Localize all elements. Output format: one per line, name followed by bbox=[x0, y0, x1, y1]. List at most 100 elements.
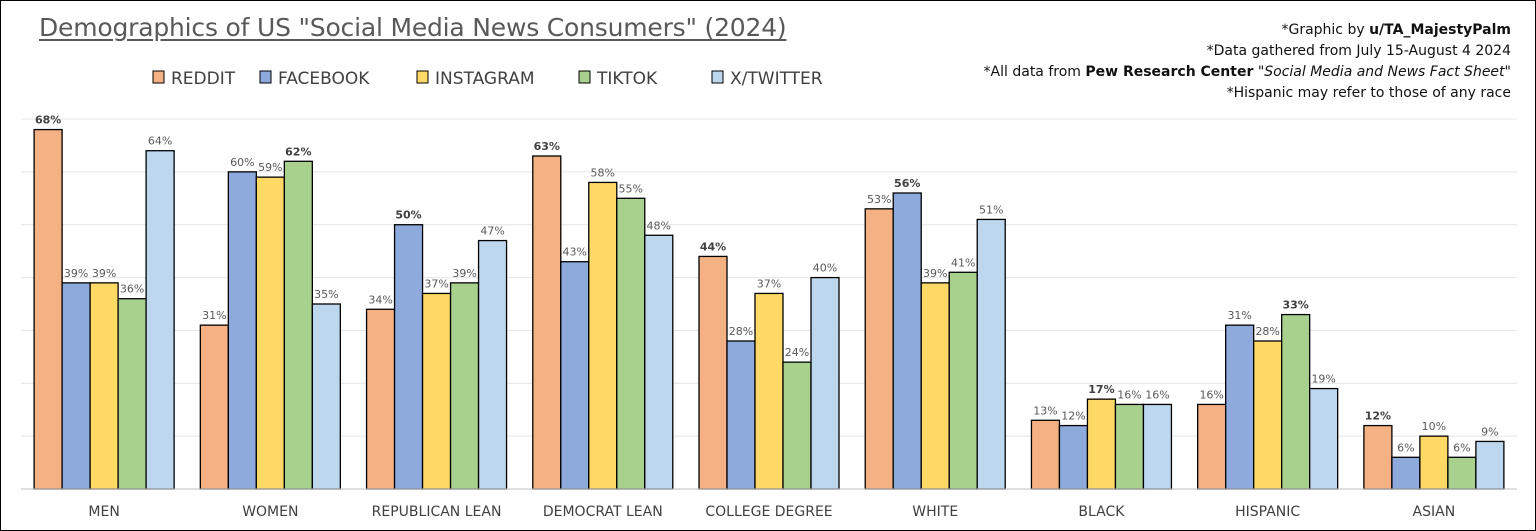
value-label: 55% bbox=[619, 182, 643, 195]
bar-democrat-lean-tiktok bbox=[616, 197, 646, 490]
category-label-democrat-lean: DEMOCRAT LEAN bbox=[543, 504, 663, 520]
category-label-white: WHITE bbox=[912, 504, 958, 520]
bar-black-instagram bbox=[1086, 398, 1117, 490]
value-label: 13% bbox=[1033, 404, 1057, 417]
bar-white-instagram bbox=[920, 282, 950, 490]
category-label-hispanic: HISPANIC bbox=[1235, 504, 1300, 520]
bar-men-reddit bbox=[33, 128, 63, 490]
value-label: 12% bbox=[1061, 410, 1085, 423]
legend-swatch-reddit bbox=[152, 70, 165, 84]
value-label: 10% bbox=[1422, 420, 1446, 433]
credit-note-line: *Hispanic may refer to those of any race bbox=[1226, 85, 1511, 101]
credit-author: u/TA_MajestyPalm bbox=[1369, 22, 1511, 38]
value-label: 47% bbox=[480, 225, 504, 238]
value-label: 43% bbox=[563, 246, 587, 259]
bar-republican-lean-instagram bbox=[421, 292, 452, 490]
value-label: 53% bbox=[867, 193, 891, 206]
value-label: 56% bbox=[894, 177, 920, 190]
category-label-women: WOMEN bbox=[242, 504, 298, 520]
value-label: 6% bbox=[1453, 441, 1470, 454]
credit-report: Social Media and News Fact Sheet bbox=[1264, 64, 1505, 80]
value-label: 68% bbox=[35, 114, 61, 127]
value-label: 62% bbox=[285, 145, 311, 158]
bar-black-facebook bbox=[1058, 424, 1089, 490]
value-label: 28% bbox=[729, 325, 753, 338]
bar-women-facebook bbox=[227, 171, 257, 490]
bar-men-facebook bbox=[61, 282, 91, 490]
value-label: 48% bbox=[647, 219, 671, 232]
value-label: 39% bbox=[92, 267, 116, 280]
value-label: 39% bbox=[452, 267, 476, 280]
legend-label-instagram: INSTAGRAM bbox=[435, 69, 535, 89]
credit-quote-close: " bbox=[1504, 64, 1511, 80]
bar-democrat-lean-instagram bbox=[588, 181, 618, 490]
bar-college-degree-tiktok bbox=[782, 361, 812, 490]
value-labels: 68% 39% 39% 36% 64% 31% 60% 59%62% 35% 34% 50% 37% 3… bbox=[35, 114, 1499, 455]
bar-republican-lean-reddit bbox=[365, 308, 396, 490]
value-label: 9% bbox=[1481, 425, 1498, 438]
value-label: 17% bbox=[1088, 383, 1114, 396]
bar-hispanic-tiktok bbox=[1281, 313, 1311, 490]
bar-white-facebook bbox=[892, 192, 922, 490]
value-label: 64% bbox=[148, 135, 172, 148]
legend: REDDIT FACEBOOK INSTAGRAM TIKTOK X/TWITTER bbox=[152, 69, 823, 89]
value-label: 31% bbox=[202, 309, 226, 322]
bar-college-degree-facebook bbox=[726, 340, 756, 490]
legend-label-tiktok: TIKTOK bbox=[596, 69, 658, 89]
value-label: 39% bbox=[64, 267, 88, 280]
value-label: 51% bbox=[979, 203, 1003, 216]
value-label: 24% bbox=[785, 346, 809, 359]
value-label: 28% bbox=[1255, 325, 1279, 338]
bar-men-instagram bbox=[89, 282, 119, 490]
bar-women-reddit bbox=[199, 324, 229, 490]
bar-republican-lean-x-twitter bbox=[477, 239, 508, 490]
bar-asian-tiktok bbox=[1447, 456, 1477, 490]
bar-hispanic-reddit bbox=[1197, 403, 1227, 490]
value-label: 31% bbox=[1227, 309, 1251, 322]
value-label: 16% bbox=[1145, 388, 1169, 401]
legend-swatch-tiktok bbox=[578, 70, 591, 84]
bar-women-x-twitter bbox=[311, 303, 341, 490]
bar-asian-x-twitter bbox=[1475, 440, 1505, 490]
category-label-black: BLACK bbox=[1078, 504, 1125, 520]
bar-democrat-lean-reddit bbox=[532, 155, 562, 490]
credit-author-prefix: *Graphic by bbox=[1281, 22, 1370, 38]
value-label: 34% bbox=[368, 293, 392, 306]
chart-title: Demographics of US "Social Media News Co… bbox=[39, 13, 787, 42]
bar-asian-instagram bbox=[1419, 435, 1449, 490]
bar-republican-lean-tiktok bbox=[449, 282, 480, 490]
legend-swatch-facebook bbox=[259, 70, 272, 84]
value-label: 63% bbox=[534, 140, 560, 153]
value-label: 37% bbox=[757, 277, 781, 290]
category-labels: MEN WOMEN REPUBLICAN LEAN DEMOCRAT LEAN COLL… bbox=[88, 504, 1455, 520]
value-label: 16% bbox=[1199, 388, 1223, 401]
value-label: 44% bbox=[700, 240, 726, 253]
bar-college-degree-x-twitter bbox=[810, 276, 840, 490]
bars bbox=[33, 128, 1505, 490]
bar-white-tiktok bbox=[948, 271, 978, 490]
value-label: 41% bbox=[951, 256, 975, 269]
credit-date-line: *Data gathered from July 15-August 4 202… bbox=[1206, 43, 1511, 59]
bar-hispanic-facebook bbox=[1225, 324, 1255, 490]
value-label: 36% bbox=[120, 283, 144, 296]
category-label-republican-lean: REPUBLICAN LEAN bbox=[372, 504, 502, 520]
bar-democrat-lean-x-twitter bbox=[644, 234, 674, 490]
value-label: 58% bbox=[591, 166, 615, 179]
value-label: 33% bbox=[1282, 299, 1308, 312]
bar-white-reddit bbox=[864, 208, 894, 490]
legend-swatch-instagram bbox=[416, 70, 429, 84]
credit-source-prefix: *All data from bbox=[983, 64, 1086, 80]
category-label-college-degree: COLLEGE DEGREE bbox=[705, 504, 832, 520]
value-label: 60% bbox=[230, 156, 254, 169]
credits-block: *Graphic by u/TA_MajestyPalm *Data gathe… bbox=[984, 20, 1511, 104]
bar-white-x-twitter bbox=[976, 218, 1006, 490]
bar-men-x-twitter bbox=[145, 150, 175, 490]
legend-label-reddit: REDDIT bbox=[171, 69, 236, 89]
bar-college-degree-reddit bbox=[698, 255, 728, 490]
bar-asian-reddit bbox=[1363, 424, 1393, 490]
value-label: 6% bbox=[1397, 441, 1414, 454]
credit-author-line: *Graphic by u/TA_MajestyPalm bbox=[984, 20, 1511, 41]
bar-black-x-twitter bbox=[1142, 403, 1173, 490]
bar-black-tiktok bbox=[1114, 403, 1145, 490]
legend-swatch-x-twitter bbox=[711, 70, 724, 84]
